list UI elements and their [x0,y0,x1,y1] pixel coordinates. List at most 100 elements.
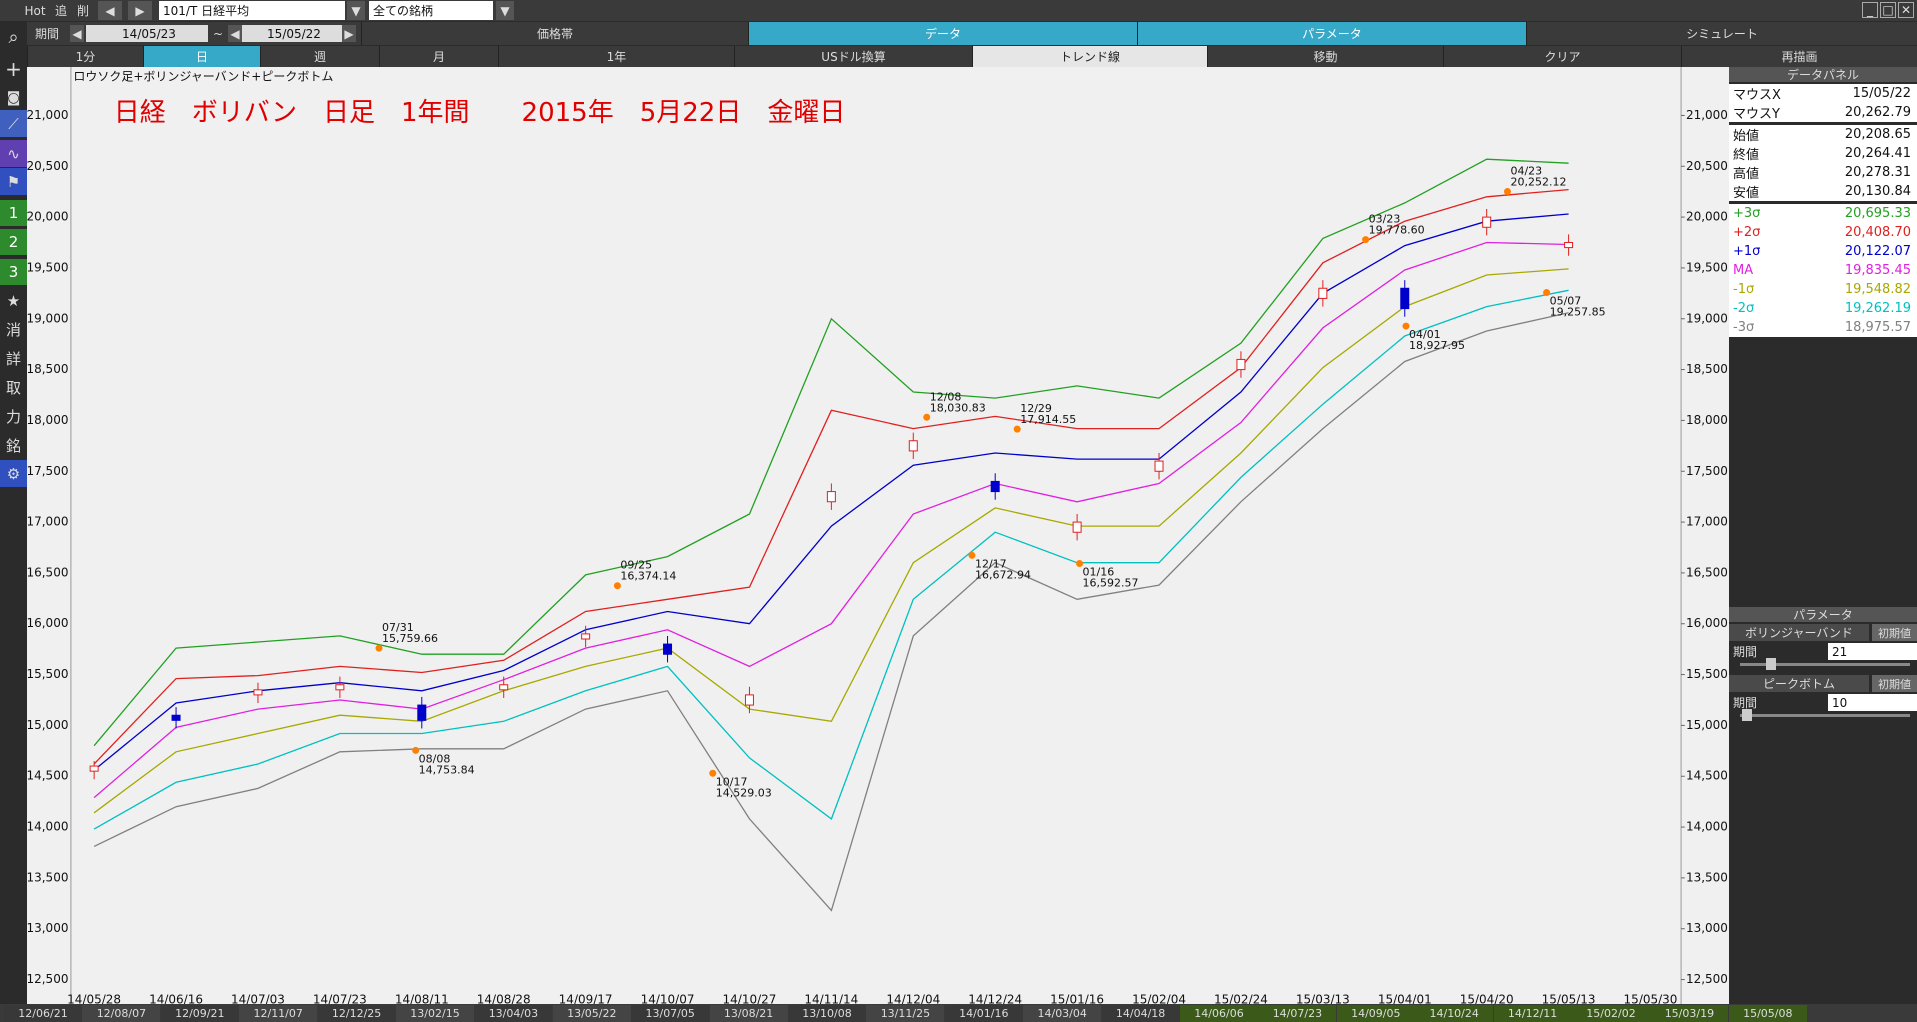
next-button[interactable]: ▶ [128,1,152,20]
peak-value: 20,252.12 [1510,175,1566,188]
timeline-label[interactable]: 15/05/08 [1728,1005,1807,1022]
peak-dot [613,582,621,590]
timeline-label[interactable]: 14/04/18 [1101,1005,1180,1022]
timeline-label[interactable]: 14/01/16 [944,1005,1023,1022]
delete-button[interactable]: 削 [76,4,89,18]
y-tick-label-right: 13,000 [1686,921,1728,935]
peak-date: 12/29 [1020,402,1052,415]
timeline-label[interactable]: 12/06/21 [4,1005,82,1022]
toolbar-button[interactable]: 日 [143,46,260,67]
sidebar-button[interactable]: 詳 [5,349,21,368]
timeline-label[interactable]: 14/09/05 [1336,1005,1415,1022]
timeline-label[interactable]: 13/07/05 [631,1005,710,1022]
toolbar-button[interactable]: 移動 [1207,46,1443,67]
x-tick-label: 14/12/04 [886,993,940,1004]
data-row: 高値 20,278.31 [1729,163,1917,182]
toolbar-button[interactable]: 1年 [498,46,734,67]
param-title: パラメータ [1729,607,1917,622]
sidebar-button[interactable]: 1 [0,200,27,226]
from-prev[interactable]: ◀ [70,25,84,42]
peak-date: 04/23 [1510,164,1542,177]
sidebar-button[interactable]: 取 [5,378,21,397]
timeline-label[interactable]: 12/12/25 [317,1005,396,1022]
symbol-box[interactable]: 101/T 日経平均 [159,1,345,20]
timeline-label[interactable]: 14/03/04 [1023,1005,1102,1022]
search-icon[interactable]: ⌕ [8,27,19,48]
universe-dropdown[interactable]: ▼ [496,1,514,20]
camera-icon[interactable]: ◙ [6,89,21,106]
slider-thumb[interactable] [1766,658,1776,670]
peak-dot [1543,289,1551,297]
sidebar-button[interactable]: 消 [5,320,21,339]
sidebar-button[interactable]: ★ [6,292,21,310]
toolbar-button[interactable]: 月 [379,46,498,67]
timeline-label[interactable]: 12/11/07 [239,1005,318,1022]
flag-icon[interactable]: ⚑ [0,168,27,195]
slider-thumb[interactable] [1742,709,1752,721]
symbol-dropdown[interactable]: ▼ [347,1,365,20]
toolbar-button[interactable]: 再描画 [1681,46,1917,67]
from-date[interactable]: 14/05/23 [86,25,208,42]
to-date[interactable]: 15/05/22 [242,25,342,42]
tab[interactable]: パラメータ [1137,22,1526,45]
sidebar-button[interactable]: 2 [0,229,27,255]
y-tick-label-right: 16,500 [1686,565,1728,579]
y-tick-label: 16,500 [27,565,68,579]
param-input[interactable]: 21 [1828,643,1917,660]
timeline-label[interactable]: 15/02/02 [1572,1005,1650,1022]
prev-button[interactable]: ◀ [98,1,122,20]
chart-icon[interactable]: ⟋ [0,110,27,137]
timeline-label[interactable]: 14/10/24 [1415,1005,1494,1022]
timeline-label[interactable]: 15/03/19 [1650,1005,1729,1022]
toolbar-button[interactable]: 1分 [27,46,143,67]
sidebar-button[interactable]: 力 [5,407,21,426]
minimize[interactable]: _ [1862,2,1878,18]
timeline-label[interactable]: 13/08/21 [709,1005,788,1022]
add-button[interactable]: 追 [54,4,67,18]
timeline-label[interactable]: 13/11/25 [866,1005,945,1022]
peak-value: 19,257.85 [1550,306,1606,319]
reset-button[interactable]: 初期値 [1872,675,1917,692]
band-value: 19,835.45 [1844,263,1911,278]
band-value: 18,975.57 [1844,320,1911,335]
timeline-label[interactable]: 13/05/22 [552,1005,631,1022]
param-input[interactable]: 10 [1828,694,1917,711]
data-label: マウスY [1733,107,1780,122]
toolbar-button[interactable]: USドル換算 [734,46,972,67]
timeline-label[interactable]: 12/08/07 [82,1005,161,1022]
sidebar-button[interactable]: 3 [0,259,27,285]
cross-icon[interactable]: + [5,56,22,81]
param-field: 期間 [1733,696,1758,710]
tab[interactable]: シミュレート [1526,22,1917,45]
timeline-label[interactable]: 13/02/15 [396,1005,474,1022]
maximize[interactable]: □ [1880,2,1896,18]
toolbar-button[interactable]: トレンド線 [972,46,1207,67]
y-tick-label: 16,000 [27,616,68,630]
timeline-label[interactable]: 13/10/08 [788,1005,866,1022]
universe-box[interactable]: 全ての銘柄 [369,1,493,20]
candle-body [1154,460,1164,472]
sidebar-button[interactable]: 銘 [5,436,21,455]
toolbar-button[interactable]: 週 [260,46,379,67]
band-row: -2σ 19,262.19 [1729,299,1917,318]
data-row: 終値 20,264.41 [1729,144,1917,163]
close[interactable]: ✕ [1898,2,1914,18]
timeline-label[interactable]: 13/04/03 [474,1005,553,1022]
settings-icon[interactable]: ⚙ [0,460,27,487]
timeline-label[interactable]: 14/07/23 [1258,1005,1337,1022]
toolbar-button[interactable]: クリア [1443,46,1681,67]
timeline-label[interactable]: 14/06/06 [1180,1005,1258,1022]
tab[interactable]: 価格帯 [361,22,748,45]
indicator-icon[interactable]: ∿ [0,140,27,167]
y-tick-label-right: 18,500 [1686,362,1728,376]
timeline-label[interactable]: 12/09/21 [160,1005,239,1022]
to-prev[interactable]: ◀ [228,25,242,42]
timeline-label[interactable]: 14/12/11 [1493,1005,1572,1022]
hot-button[interactable]: Hot [24,3,46,18]
reset-button[interactable]: 初期値 [1872,624,1917,641]
to-next[interactable]: ▶ [342,25,356,42]
x-tick-label: 15/01/16 [1050,993,1104,1004]
y-tick-label: 18,000 [27,413,68,427]
tab[interactable]: データ [748,22,1137,45]
peak-date: 07/31 [382,621,414,634]
